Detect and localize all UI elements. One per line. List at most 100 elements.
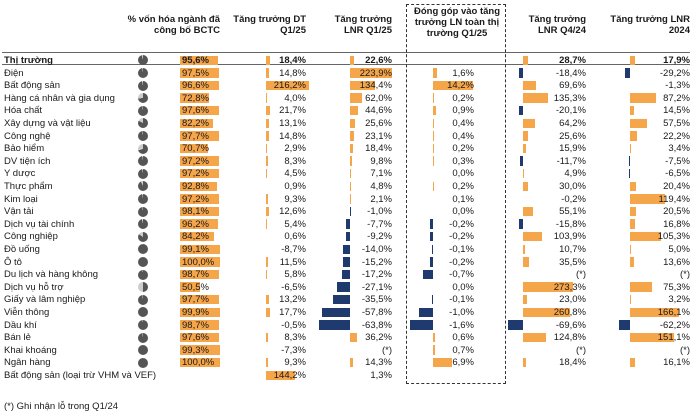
coverage-pie-icon bbox=[138, 269, 148, 280]
row-name: Xây dựng và vật liệu bbox=[4, 118, 91, 129]
row-name: Kim loại bbox=[4, 193, 38, 205]
row-name: Giấy và lâm nghiệp bbox=[4, 294, 86, 306]
y24-bar bbox=[630, 282, 653, 292]
coverage-pie-icon bbox=[138, 345, 148, 356]
coverage-pie-icon bbox=[138, 231, 148, 242]
dt-bar bbox=[266, 370, 295, 381]
contrib-bar bbox=[418, 307, 433, 318]
header-pct: % vốn hóa ngành đã công bố BCTC bbox=[127, 14, 220, 36]
coverage-pie-icon bbox=[138, 168, 148, 179]
row-name: Điện bbox=[4, 67, 24, 79]
lnr-value: 44,6% bbox=[365, 105, 392, 117]
coverage-pie-icon bbox=[138, 193, 148, 204]
contrib-value: 0,0% bbox=[452, 206, 474, 218]
pct-value: 84,2% bbox=[182, 231, 209, 243]
contrib-bar bbox=[433, 80, 473, 91]
pct-bar bbox=[180, 156, 219, 166]
q424-value: 260,8% bbox=[553, 307, 586, 318]
pct-value: 95,6% bbox=[182, 55, 209, 66]
y24-bar bbox=[630, 244, 632, 255]
dt-value: 14,8% bbox=[279, 67, 306, 79]
q424-bar bbox=[519, 219, 523, 229]
q424-bar bbox=[523, 244, 525, 255]
pct-bar bbox=[180, 269, 220, 280]
pct-value: 97,6% bbox=[182, 105, 209, 117]
q424-value: 25,6% bbox=[559, 130, 586, 142]
pct-value: 92,8% bbox=[182, 181, 209, 192]
contrib-value: -0,2% bbox=[449, 231, 474, 243]
contrib-value: 1,6% bbox=[452, 67, 474, 79]
pct-value: 97,2% bbox=[182, 168, 209, 180]
q424-bar bbox=[523, 294, 528, 305]
market-underline bbox=[2, 64, 690, 65]
q424-bar bbox=[518, 105, 523, 116]
dt-bar bbox=[266, 206, 269, 217]
pct-value: 100,0% bbox=[182, 357, 215, 369]
contrib-value: 0,2% bbox=[452, 181, 474, 192]
lnr-value: 1,3% bbox=[370, 370, 392, 381]
lnr-value: 2,1% bbox=[370, 193, 392, 205]
dt-bar bbox=[266, 219, 268, 229]
y24-bar bbox=[630, 332, 675, 343]
pct-bar bbox=[180, 55, 219, 66]
contrib-value: 0,7% bbox=[452, 344, 474, 356]
dt-value: 12,6% bbox=[279, 206, 306, 218]
y24-bar bbox=[630, 357, 635, 368]
contrib-value: 6,9% bbox=[452, 357, 474, 369]
header-lnr: Tăng trưởng LNR Q1/25 bbox=[334, 14, 392, 36]
q424-value: 28,7% bbox=[559, 55, 586, 66]
contrib-value: -0,1% bbox=[449, 244, 474, 255]
pct-value: 98,7% bbox=[182, 319, 209, 331]
contrib-bar bbox=[433, 181, 434, 192]
dt-bar bbox=[266, 156, 268, 166]
contrib-bar bbox=[431, 244, 433, 255]
lnr-bar bbox=[332, 294, 350, 305]
dt-value: 5,8% bbox=[284, 269, 306, 281]
q424-bar bbox=[523, 206, 534, 217]
lnr-bar bbox=[319, 320, 350, 330]
dt-value: 18,4% bbox=[279, 55, 306, 66]
q424-value: -20,1% bbox=[555, 105, 586, 117]
contrib-bar bbox=[433, 105, 436, 116]
contrib-value: 0,4% bbox=[452, 118, 474, 129]
y24-value: 105,3% bbox=[657, 231, 690, 243]
dt-value: 13,1% bbox=[279, 118, 306, 129]
y24-value: 75,3% bbox=[663, 281, 690, 293]
row-name: Hóa chất bbox=[4, 105, 43, 117]
y24-value: 16,1% bbox=[663, 357, 690, 369]
row-name: Ngân hàng bbox=[4, 357, 51, 369]
y24-value: 3,4% bbox=[668, 143, 690, 155]
row-name: Vận tải bbox=[4, 206, 34, 218]
header-y24: Tăng trưởng LNR 2024 bbox=[610, 14, 690, 36]
coverage-pie-icon bbox=[138, 219, 148, 230]
contrib-bar bbox=[430, 219, 433, 229]
contrib-bar bbox=[433, 143, 434, 154]
contrib-bar bbox=[410, 320, 433, 330]
lnr-bar bbox=[350, 168, 352, 179]
dt-value: 11,5% bbox=[279, 256, 306, 268]
dt-value: 8,3% bbox=[284, 332, 306, 344]
q424-bar bbox=[523, 80, 536, 91]
coverage-pie-icon bbox=[138, 319, 148, 330]
lnr-bar bbox=[350, 181, 351, 192]
dt-value: -8,7% bbox=[281, 244, 306, 255]
y24-bar bbox=[630, 93, 656, 103]
y24-bar bbox=[630, 194, 666, 204]
coverage-pie-icon bbox=[138, 206, 148, 217]
y24-bar bbox=[630, 219, 635, 229]
y24-bar bbox=[630, 143, 631, 154]
row-name: Dầu khí bbox=[4, 319, 37, 331]
pct-bar bbox=[180, 257, 220, 267]
pct-bar bbox=[180, 131, 220, 141]
contrib-bar bbox=[423, 269, 433, 280]
coverage-pie-icon bbox=[138, 55, 148, 66]
lnr-value: -27,1% bbox=[361, 281, 392, 293]
lnr-value: 7,1% bbox=[370, 168, 392, 180]
q424-value: 10,7% bbox=[559, 244, 586, 255]
y24-value: 151,1% bbox=[657, 332, 690, 344]
lnr-bar bbox=[345, 231, 350, 242]
q424-bar bbox=[523, 357, 527, 368]
contrib-value: 14,2% bbox=[447, 80, 474, 92]
dt-value: 13,2% bbox=[279, 294, 306, 306]
